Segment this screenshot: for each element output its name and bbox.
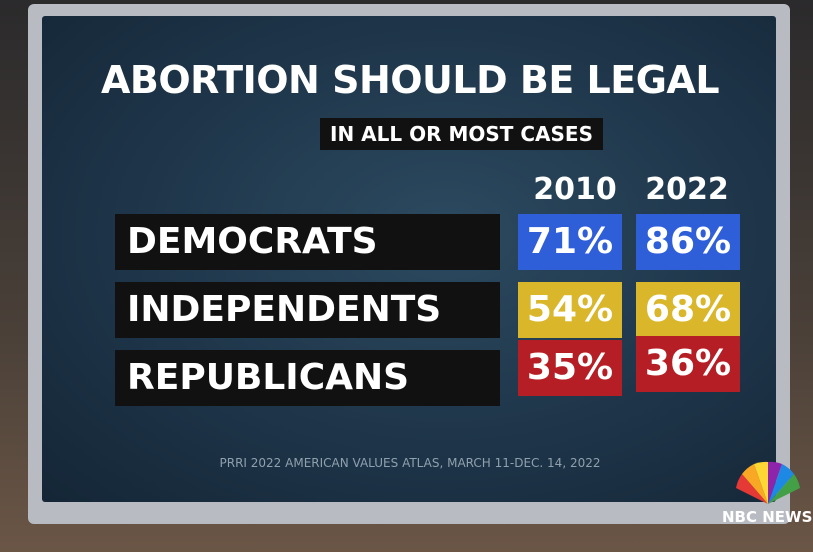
- subtitle: IN ALL OR MOST CASES: [320, 118, 603, 150]
- column-header: 2010: [533, 172, 617, 207]
- row-label: REPUBLICANS: [115, 350, 500, 406]
- row-label: INDEPENDENTS: [115, 282, 500, 338]
- row-label: DEMOCRATS: [115, 214, 500, 270]
- cell: 35%: [518, 340, 622, 396]
- cell: 68%: [636, 282, 740, 338]
- title: ABORTION SHOULD BE LEGAL: [100, 58, 720, 102]
- source: PRRI 2022 AMERICAN VALUES ATLAS, MARCH 1…: [219, 456, 601, 470]
- cell: 86%: [636, 214, 740, 270]
- cell: 36%: [636, 336, 740, 392]
- cell: 71%: [518, 214, 622, 270]
- logo-icon: [736, 461, 800, 504]
- column-header: 2022: [645, 172, 729, 207]
- logo-text: NBC NEWS: [722, 508, 813, 526]
- cell: 54%: [518, 282, 622, 338]
